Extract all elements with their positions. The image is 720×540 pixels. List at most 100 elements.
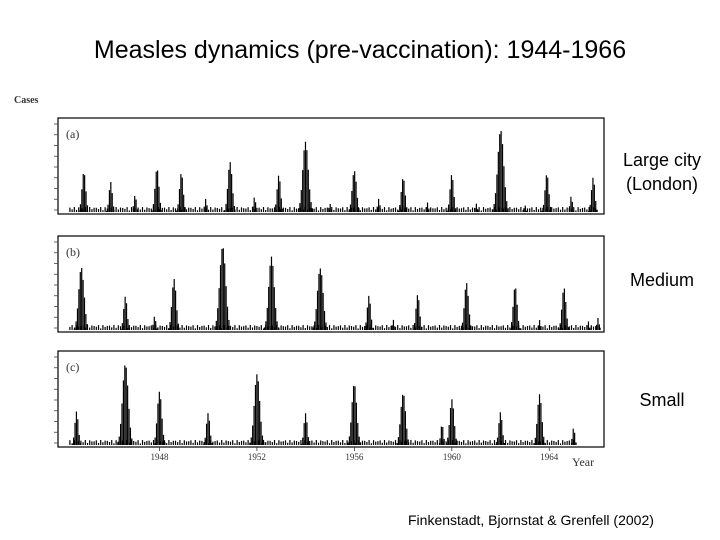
peak-bar <box>358 207 360 212</box>
baseline-bar <box>300 440 302 445</box>
baseline-bar <box>531 440 533 445</box>
baseline-bar <box>520 207 522 212</box>
peak-bar <box>406 428 408 445</box>
peak-bar <box>124 296 126 330</box>
baseline-bar <box>205 327 207 330</box>
baseline-bar <box>487 325 489 330</box>
baseline-bar <box>192 325 194 330</box>
peak-bar <box>253 197 255 212</box>
peak-bar <box>325 322 327 330</box>
baseline-bar <box>247 207 249 212</box>
baseline-bar <box>361 207 364 212</box>
baseline-bar <box>579 325 581 330</box>
baseline-bar <box>496 441 498 445</box>
baseline-bar <box>548 442 551 445</box>
baseline-bar <box>533 209 535 212</box>
baseline-bar <box>491 325 493 330</box>
baseline-bar <box>570 325 573 330</box>
baseline-bar <box>432 440 434 445</box>
baseline-bar <box>529 442 531 445</box>
baseline-bar <box>478 440 480 445</box>
peak-bar <box>464 289 466 330</box>
baseline-bar <box>575 210 577 212</box>
peak-bar <box>203 443 205 445</box>
baseline-bar <box>430 207 432 212</box>
baseline-bar <box>172 207 174 212</box>
baseline-bar <box>438 210 441 212</box>
peak-bar <box>233 206 236 212</box>
peak-bar <box>257 381 259 445</box>
baseline-bar <box>564 441 566 445</box>
baseline-bar <box>194 328 196 330</box>
baseline-bar <box>262 207 265 212</box>
baseline-bar <box>414 327 416 330</box>
baseline-bar <box>458 440 460 445</box>
baseline-bar <box>146 207 148 212</box>
baseline-bar <box>480 442 482 445</box>
peak-bar <box>205 423 208 445</box>
baseline-bar <box>489 207 491 212</box>
peak-bar <box>455 208 457 212</box>
baseline-bar <box>115 207 117 212</box>
baseline-bar <box>326 440 328 445</box>
baseline-bar <box>113 443 115 445</box>
baseline-bar <box>357 328 359 330</box>
peak-bar <box>173 279 175 330</box>
baseline-bar <box>566 207 568 212</box>
baseline-bar <box>188 326 190 330</box>
baseline-bar <box>227 325 229 330</box>
peak-bar <box>176 310 178 330</box>
baseline-bar <box>326 207 328 212</box>
baseline-bar <box>256 325 258 330</box>
baseline-bar <box>102 325 104 330</box>
baseline-bar <box>108 441 111 445</box>
baseline-bar <box>390 208 392 212</box>
peak-bar <box>368 295 370 330</box>
peak-bar <box>413 323 416 330</box>
baseline-bar <box>311 440 313 445</box>
baseline-bar <box>322 208 324 212</box>
baseline-bar <box>348 325 350 330</box>
baseline-bar <box>359 210 361 212</box>
baseline-bar <box>331 440 333 445</box>
baseline-bar <box>227 441 229 445</box>
baseline-bar <box>568 326 570 330</box>
peak-bar <box>379 205 381 212</box>
peak-bar <box>404 195 406 212</box>
baseline-bar <box>460 208 463 212</box>
peak-bar <box>542 204 545 212</box>
baseline-bar <box>408 325 410 330</box>
peak-bar <box>416 295 418 330</box>
peak-bar <box>280 198 282 212</box>
baseline-bar <box>69 326 71 330</box>
baseline-bar <box>441 327 443 330</box>
peak-bar <box>309 189 311 212</box>
peak-bar <box>229 326 231 330</box>
baseline-bar <box>546 440 548 445</box>
baseline-bar <box>425 328 427 330</box>
peak-bar <box>439 438 441 445</box>
baseline-bar <box>383 328 386 330</box>
peak-bar <box>307 437 309 445</box>
x-tick-label: 1960 <box>443 452 462 462</box>
peak-bar <box>352 175 354 212</box>
baseline-bar <box>289 328 291 330</box>
baseline-bar <box>487 441 489 445</box>
peak-bar <box>259 401 261 445</box>
baseline-bar <box>379 326 381 330</box>
baseline-bar <box>100 207 102 212</box>
peak-bar <box>84 175 86 212</box>
baseline-bar <box>524 440 526 445</box>
peak-bar <box>319 268 321 330</box>
baseline-bar <box>141 328 144 330</box>
baseline-bar <box>117 209 119 212</box>
baseline-bar <box>366 442 368 445</box>
baseline-bar <box>221 440 223 445</box>
baseline-bar <box>177 442 179 445</box>
peak-bar <box>249 442 251 445</box>
baseline-bar <box>434 325 436 330</box>
baseline-bar <box>425 440 427 445</box>
panel-frame <box>57 117 605 215</box>
baseline-bar <box>381 325 383 330</box>
baseline-bar <box>104 440 106 445</box>
